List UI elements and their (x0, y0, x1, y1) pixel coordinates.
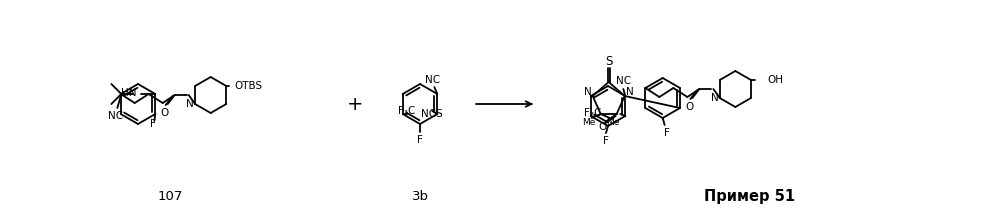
Text: NC: NC (424, 75, 440, 85)
Text: Me: Me (606, 118, 620, 127)
Text: N: N (711, 93, 719, 103)
Text: N: N (625, 87, 633, 97)
Text: N: N (584, 87, 592, 97)
Text: F: F (663, 128, 669, 138)
Text: OTBS: OTBS (234, 81, 262, 91)
Text: F: F (603, 136, 609, 146)
Text: O: O (685, 102, 693, 112)
Text: HN: HN (121, 88, 136, 98)
Text: NC: NC (108, 111, 123, 121)
Text: O: O (599, 122, 607, 132)
Text: O: O (160, 108, 168, 118)
Text: NC: NC (616, 76, 630, 86)
Text: F₃C: F₃C (584, 108, 602, 118)
Text: 3b: 3b (411, 189, 428, 203)
Text: NCS: NCS (420, 109, 442, 119)
Text: F: F (417, 135, 423, 145)
Text: 107: 107 (157, 189, 182, 203)
Text: F₃C: F₃C (398, 106, 415, 116)
Text: F: F (150, 119, 156, 129)
Text: Пример 51: Пример 51 (704, 188, 796, 203)
Text: N: N (186, 99, 194, 109)
Text: +: + (347, 95, 364, 114)
Text: S: S (605, 54, 613, 68)
Text: OH: OH (767, 75, 783, 85)
Text: Me: Me (582, 118, 596, 127)
